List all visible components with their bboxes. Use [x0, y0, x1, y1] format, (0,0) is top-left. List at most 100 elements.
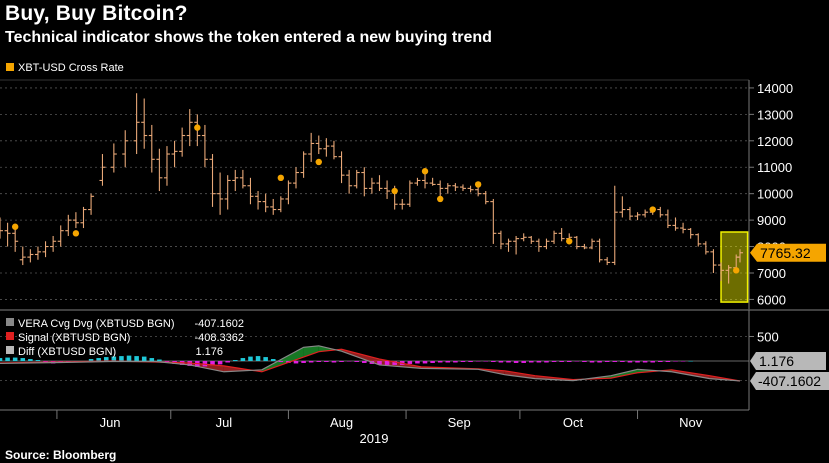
signal-dot — [194, 124, 201, 131]
price-candle — [505, 238, 512, 252]
histogram-bar — [460, 361, 466, 362]
price-candle — [634, 212, 641, 221]
histogram-bar — [551, 361, 557, 362]
histogram-bar — [324, 361, 329, 362]
histogram-bar — [339, 361, 344, 362]
price-candle — [626, 206, 633, 221]
price-candle — [528, 235, 535, 244]
x-month-label: Nov — [679, 415, 703, 430]
signal-dot — [421, 168, 429, 175]
price-candle — [657, 206, 664, 218]
price-candle — [551, 230, 558, 244]
price-candle — [437, 180, 444, 197]
price-candle — [467, 185, 474, 193]
diff-legend-name: Diff (XBTUSD BGN) — [18, 346, 116, 358]
price-tick-label: 12000 — [757, 134, 793, 149]
page-title: Buy, Buy Bitcoin? — [5, 2, 188, 25]
indicator-fill-segment — [303, 345, 319, 358]
source-note: Source: Bloomberg — [5, 448, 117, 462]
signal-legend-swatch — [6, 332, 14, 340]
histogram-bar — [635, 361, 640, 363]
price-candle — [148, 124, 155, 173]
price-candle — [232, 169, 239, 192]
price-tick-label: 11000 — [757, 160, 792, 175]
histogram-bar — [20, 358, 26, 361]
histogram-bar — [270, 359, 276, 361]
price-panel: XBT-USD Cross Rate 600070008000900010000… — [0, 62, 826, 310]
histogram-bar — [119, 356, 124, 361]
histogram-bar — [134, 356, 139, 361]
price-tick-label: 14000 — [757, 81, 793, 96]
price-candle — [520, 233, 527, 242]
histogram-bar — [498, 361, 504, 363]
histogram-bar — [574, 361, 580, 362]
price-candle — [589, 238, 595, 250]
price-candle — [535, 238, 542, 252]
signal-dot — [277, 174, 285, 182]
price-candle — [209, 154, 216, 207]
price-candle — [376, 175, 383, 192]
price-candle — [338, 151, 345, 184]
signal-legend-name: Signal (XBTUSD BGN) — [18, 332, 130, 344]
histogram-bar — [513, 361, 519, 363]
histogram-bar — [544, 361, 549, 363]
price-candle — [171, 140, 178, 168]
price-candle — [452, 183, 459, 192]
signal-dot — [437, 195, 444, 203]
price-tick-label: 6000 — [757, 292, 786, 307]
price-candle — [323, 138, 330, 157]
histogram-bar — [141, 356, 147, 361]
price-tick-label: 13000 — [757, 107, 793, 122]
price-candle — [285, 180, 292, 205]
vera-legend-swatch — [6, 318, 14, 326]
price-candle — [664, 209, 671, 229]
histogram-bar — [354, 361, 359, 362]
histogram-bar — [422, 361, 428, 364]
histogram-bar — [255, 356, 261, 361]
price-candle — [308, 132, 315, 162]
histogram-bar — [28, 359, 33, 361]
price-candle — [141, 98, 148, 149]
histogram-bar — [240, 358, 246, 361]
histogram-bar — [12, 357, 18, 361]
price-candle — [255, 191, 262, 210]
histogram-bar — [445, 361, 451, 363]
histogram-bar — [248, 356, 253, 361]
histogram-bar — [642, 361, 648, 363]
price-candle — [315, 135, 322, 155]
price-candle — [72, 212, 79, 229]
histogram-bar — [650, 361, 655, 363]
price-candle — [718, 262, 725, 281]
price-candle — [4, 222, 11, 247]
price-candle — [88, 193, 95, 215]
price-candle — [346, 169, 353, 194]
histogram-bar — [415, 361, 420, 364]
price-candle — [497, 230, 504, 250]
price-candle — [611, 185, 618, 266]
price-legend-swatch — [6, 63, 14, 71]
price-candle — [99, 154, 106, 186]
x-axis: Jun Jul Aug Sep Oct Nov 2019 — [0, 409, 749, 446]
x-month-label: Jul — [216, 415, 233, 430]
histogram-bar — [688, 360, 693, 362]
price-candle — [277, 196, 284, 213]
price-candle — [27, 249, 34, 263]
histogram-bar — [559, 361, 564, 362]
price-candle — [330, 140, 337, 160]
price-candle — [122, 130, 129, 168]
price-candle — [429, 177, 436, 186]
histogram-bar — [301, 361, 306, 363]
price-candle — [475, 187, 482, 197]
price-candle — [459, 184, 466, 192]
histogram-bar — [392, 361, 397, 365]
price-candle — [19, 246, 26, 266]
diff-legend-swatch — [6, 346, 14, 354]
histogram-bar — [263, 357, 268, 361]
price-candle — [57, 225, 64, 247]
price-candle — [179, 127, 186, 157]
x-month-label: Sep — [448, 415, 471, 430]
indicator-tick-label: 500 — [757, 330, 779, 345]
histogram-bar — [233, 360, 238, 361]
x-year-label: 2019 — [360, 431, 389, 446]
price-legend-label: XBT-USD Cross Rate — [18, 62, 124, 74]
